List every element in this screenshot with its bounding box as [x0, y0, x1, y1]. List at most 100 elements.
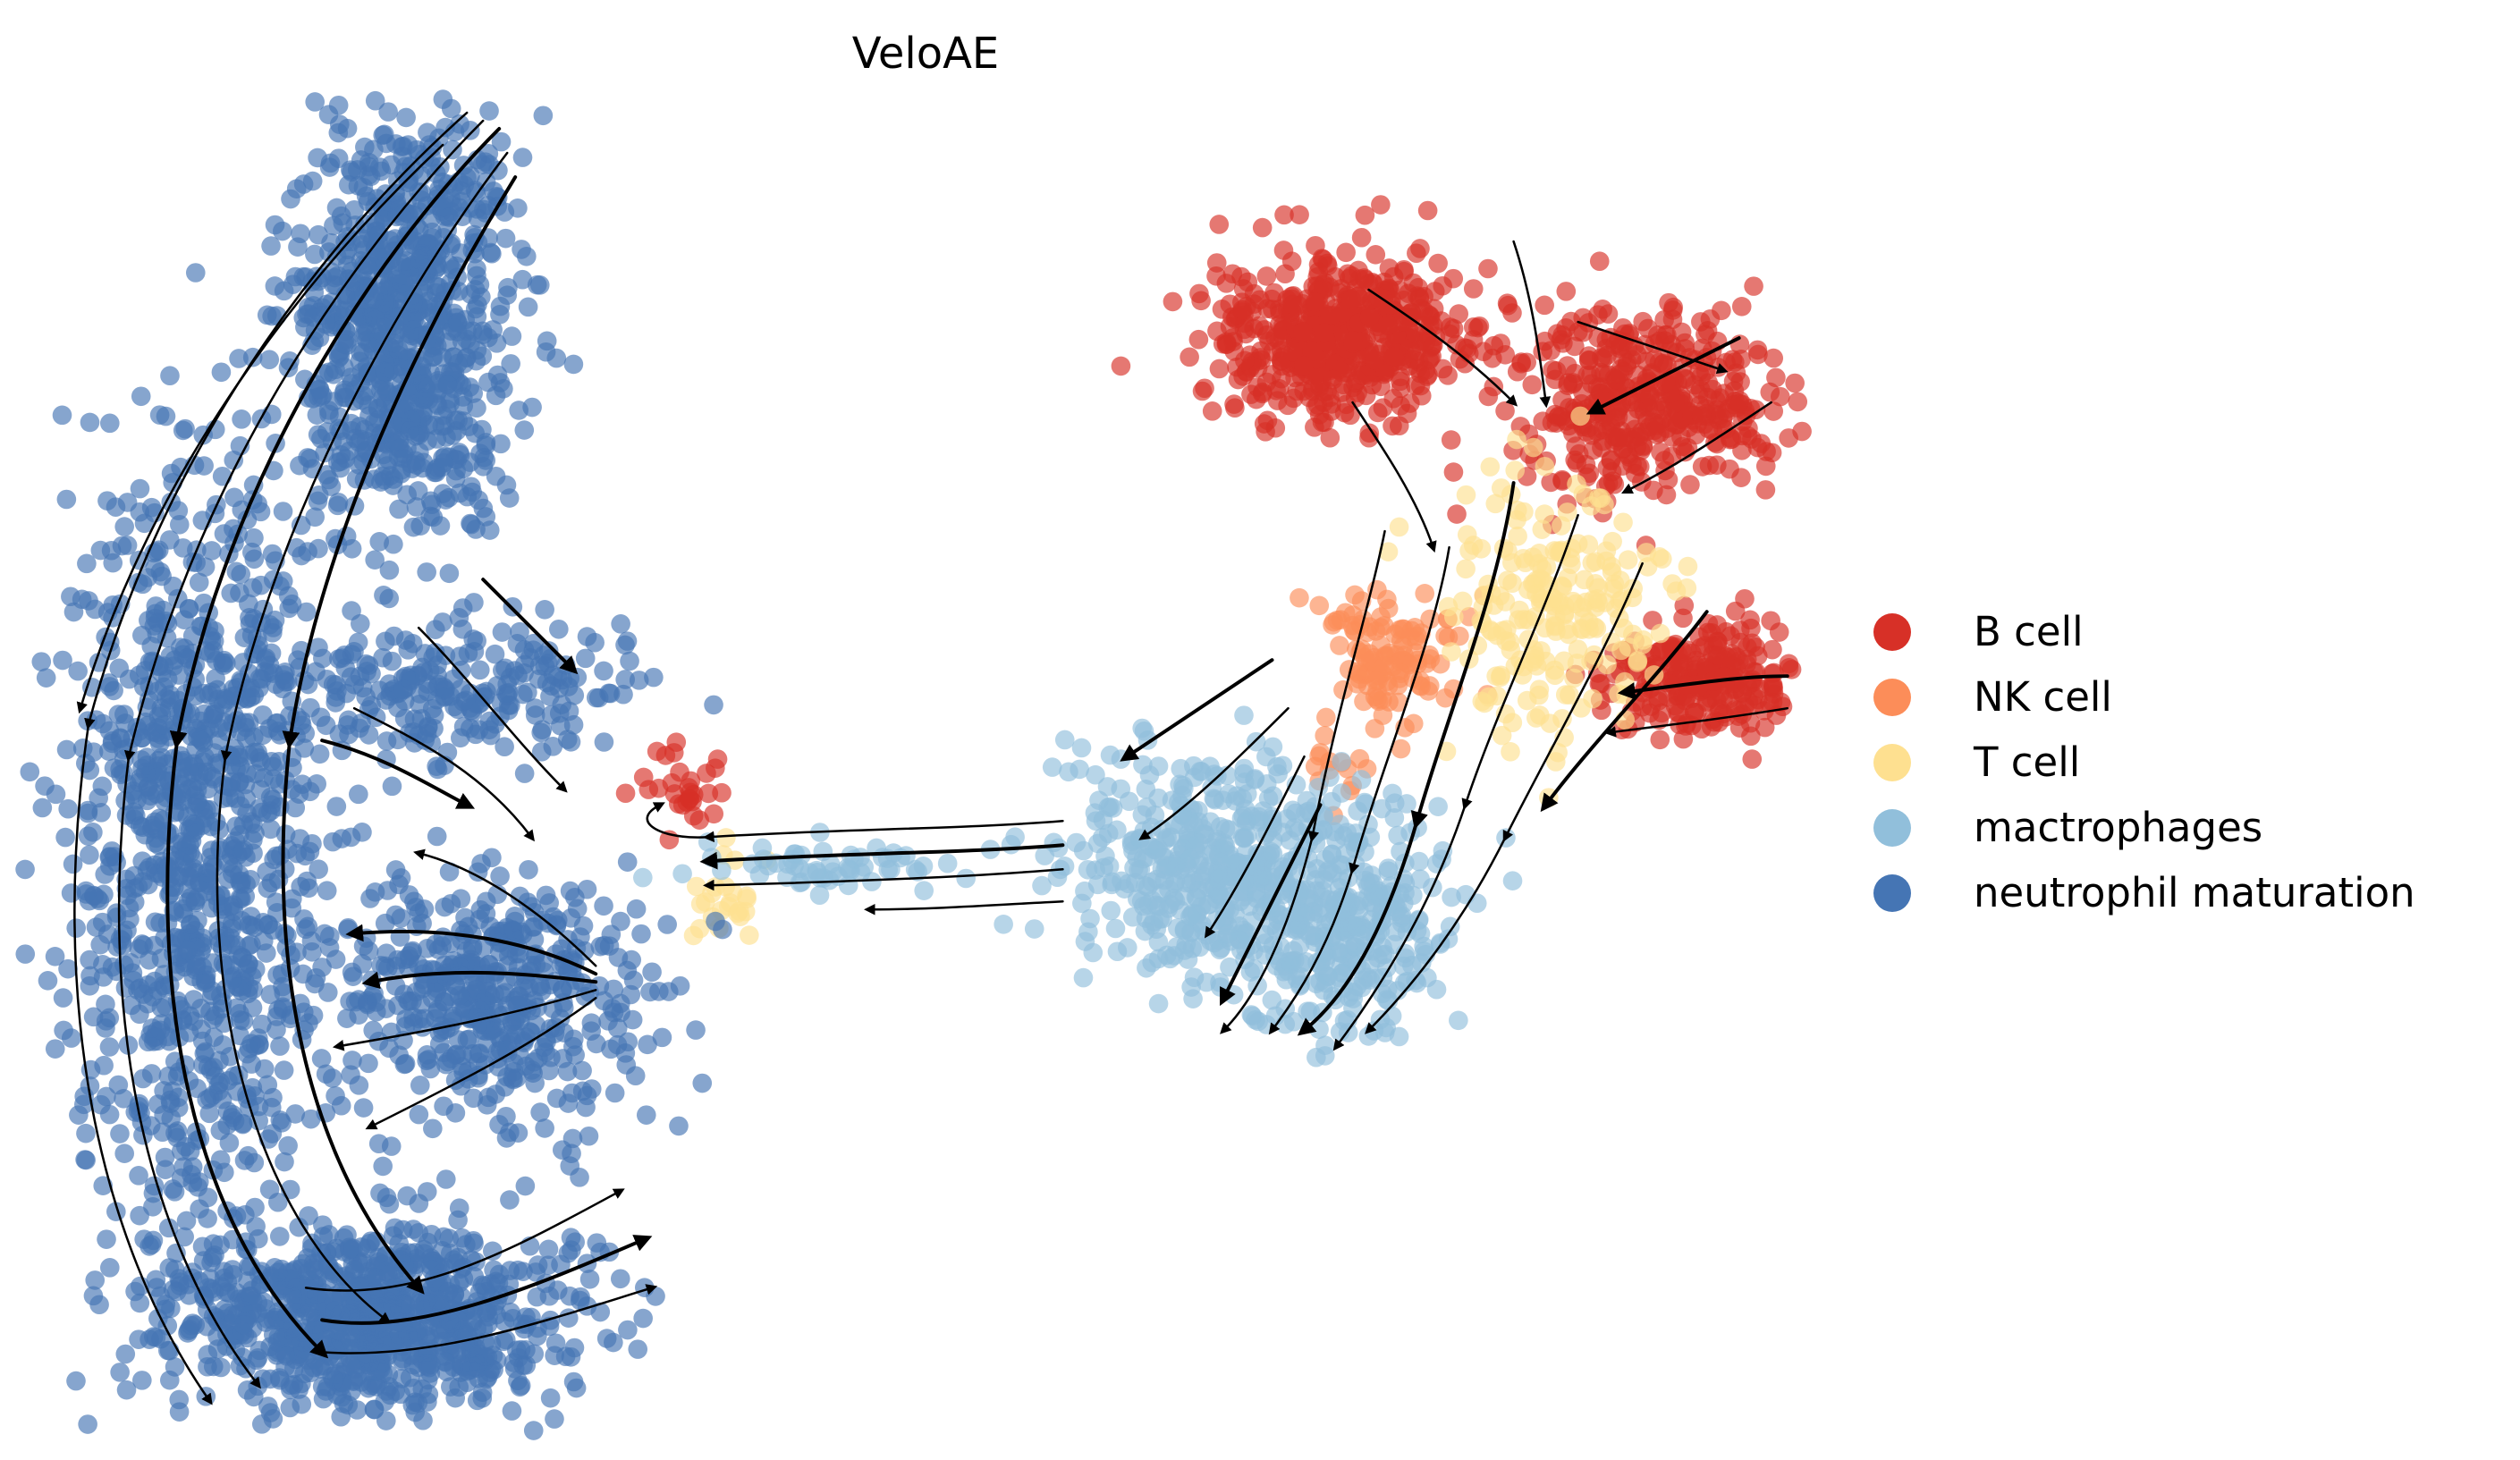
data-point — [116, 806, 137, 825]
data-point — [1618, 550, 1638, 570]
data-point — [54, 1020, 73, 1041]
data-point — [1456, 485, 1476, 505]
data-point — [1247, 883, 1266, 903]
data-point — [76, 1123, 96, 1144]
data-point — [1145, 840, 1164, 860]
data-point — [53, 650, 72, 671]
data-point — [486, 333, 507, 353]
data-point — [433, 448, 452, 468]
data-point — [109, 658, 130, 679]
data-point — [110, 1124, 130, 1144]
data-point — [1763, 639, 1782, 660]
data-point — [1675, 442, 1696, 462]
data-point — [1389, 416, 1409, 436]
data-point — [52, 405, 72, 426]
data-point — [1443, 462, 1464, 482]
data-point — [80, 412, 100, 433]
data-point — [1148, 788, 1169, 808]
data-point — [1242, 1006, 1263, 1026]
data-point — [1529, 685, 1549, 705]
data-point — [1594, 494, 1614, 515]
data-point — [211, 362, 232, 383]
data-point — [452, 181, 471, 201]
data-point — [1514, 502, 1534, 522]
data-point — [1355, 205, 1375, 225]
data-point — [1316, 707, 1336, 728]
data-point — [697, 764, 716, 783]
data-point — [1107, 941, 1128, 962]
data-point — [1190, 761, 1210, 781]
data-point — [144, 1176, 165, 1196]
data-point — [365, 90, 385, 111]
data-point — [175, 418, 195, 439]
data-point — [305, 92, 326, 112]
data-point — [1251, 341, 1271, 361]
data-point — [403, 320, 424, 340]
data-point — [1480, 457, 1501, 477]
data-point — [1653, 354, 1673, 375]
data-point — [1609, 684, 1628, 704]
data-point — [1601, 632, 1621, 652]
data-point — [1751, 434, 1772, 453]
data-point — [260, 787, 281, 807]
data-point — [1747, 340, 1768, 360]
data-point — [344, 269, 364, 290]
data-point — [1492, 725, 1512, 746]
data-point — [115, 1344, 136, 1364]
data-point — [1535, 456, 1555, 477]
data-point — [1253, 382, 1273, 402]
data-point — [1210, 940, 1230, 960]
data-point — [1706, 690, 1727, 711]
data-point — [274, 1060, 294, 1080]
data-point — [1411, 385, 1432, 406]
data-point — [1618, 444, 1638, 465]
data-point — [1371, 618, 1391, 637]
data-point — [99, 1258, 120, 1278]
data-point — [1433, 359, 1453, 379]
data-point — [740, 925, 759, 945]
data-point — [1417, 200, 1438, 221]
data-point — [148, 612, 168, 633]
data-point — [1237, 825, 1257, 846]
data-point — [1544, 660, 1565, 680]
data-point — [1486, 666, 1506, 686]
data-point — [1602, 461, 1622, 482]
data-point — [150, 561, 171, 582]
data-point — [1148, 993, 1169, 1014]
data-point — [329, 114, 350, 134]
data-point — [137, 747, 157, 767]
data-point — [77, 553, 97, 574]
data-point — [99, 847, 120, 866]
data-point — [1095, 846, 1115, 866]
data-point — [994, 915, 1013, 934]
data-point — [309, 380, 329, 400]
data-point — [1111, 356, 1131, 376]
data-point — [211, 985, 231, 1006]
data-point — [417, 562, 436, 582]
data-point — [1637, 557, 1658, 577]
data-point — [156, 1160, 175, 1180]
data-point — [32, 798, 53, 818]
data-point — [1449, 1010, 1468, 1031]
data-point — [1700, 309, 1721, 329]
data-point — [307, 774, 326, 794]
data-point — [1463, 279, 1484, 299]
data-point — [1609, 427, 1628, 448]
data-point — [1650, 623, 1670, 644]
data-point — [1586, 574, 1605, 594]
data-point — [1771, 692, 1791, 713]
data-point — [172, 831, 192, 852]
data-point — [1491, 333, 1510, 353]
data-point — [1714, 666, 1734, 687]
data-point — [212, 466, 233, 486]
data-point — [1163, 291, 1183, 312]
data-point — [1785, 373, 1805, 393]
data-point — [1188, 329, 1209, 350]
data-point — [1557, 502, 1577, 522]
data-point — [1231, 808, 1252, 828]
data-point — [104, 680, 123, 701]
data-point — [1568, 534, 1588, 553]
data-point — [242, 998, 263, 1017]
data-point — [92, 912, 113, 933]
